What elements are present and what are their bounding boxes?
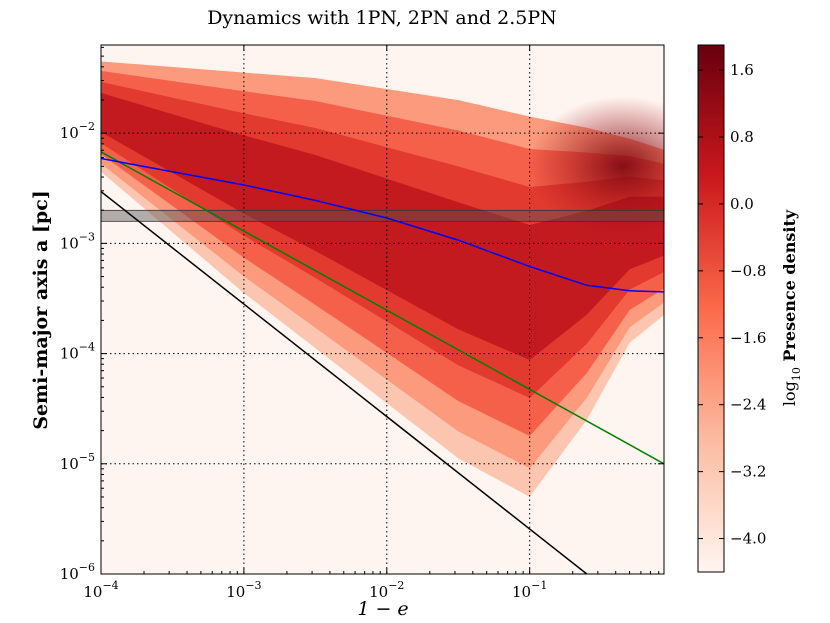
x-axis-ticks: 10−4 10−3 10−2 10−1 bbox=[83, 45, 660, 601]
x-tick-label: 10−4 bbox=[83, 579, 118, 601]
x-tick-label: 10−3 bbox=[226, 579, 261, 601]
y-tick-label: 10−3 bbox=[60, 230, 95, 252]
y-tick-label: 10−2 bbox=[60, 120, 95, 142]
y-tick-label: 10−6 bbox=[60, 561, 95, 583]
y-axis-label: Semi-major axis a [pc] bbox=[30, 190, 52, 430]
plot-frame bbox=[100, 44, 665, 575]
colorbar-tick-label: 0.8 bbox=[730, 128, 754, 146]
colorbar bbox=[697, 44, 725, 573]
grid-layer bbox=[101, 45, 664, 574]
shaded-band bbox=[101, 209, 664, 222]
density-peak bbox=[527, 96, 664, 237]
x-axis-label: 1 − e bbox=[357, 598, 408, 620]
y-tick-label: 10−4 bbox=[60, 341, 95, 363]
colorbar-label-text: Presence density bbox=[780, 209, 799, 367]
black-line bbox=[101, 191, 588, 574]
chart-title: Dynamics with 1PN, 2PN and 2.5PN bbox=[207, 7, 557, 29]
x-tick-label: 10−1 bbox=[512, 579, 547, 601]
density-band-inner bbox=[101, 92, 664, 361]
density-layer bbox=[101, 61, 664, 497]
colorbar-label: log10 Presence density bbox=[780, 209, 803, 406]
y-tick-label: 10−5 bbox=[60, 451, 95, 473]
colorbar-tick-label: 1.6 bbox=[730, 61, 754, 79]
y-axis-ticks: 10−6 10−5 10−4 10−3 10−2 bbox=[60, 46, 664, 583]
colorbar-tick-label: −3.2 bbox=[730, 463, 766, 481]
green-line bbox=[101, 151, 664, 465]
colorbar-tick-label: −2.4 bbox=[730, 396, 766, 414]
colorbar-tick-label: −4.0 bbox=[730, 530, 766, 548]
colorbar-label-sub: 10 bbox=[790, 367, 803, 381]
colorbar-tick-label: 0.0 bbox=[730, 195, 754, 213]
colorbar-ticks: 1.6 0.8 0.0 −0.8 −1.6 −2.4 −3.2 −4.0 bbox=[698, 61, 766, 548]
blue-line bbox=[101, 157, 664, 293]
colorbar-label-prefix: log bbox=[780, 381, 799, 406]
colorbar-tick-label: −0.8 bbox=[730, 262, 766, 280]
colorbar-tick-label: −1.6 bbox=[730, 329, 766, 347]
x-tick-label: 10−2 bbox=[369, 579, 404, 601]
